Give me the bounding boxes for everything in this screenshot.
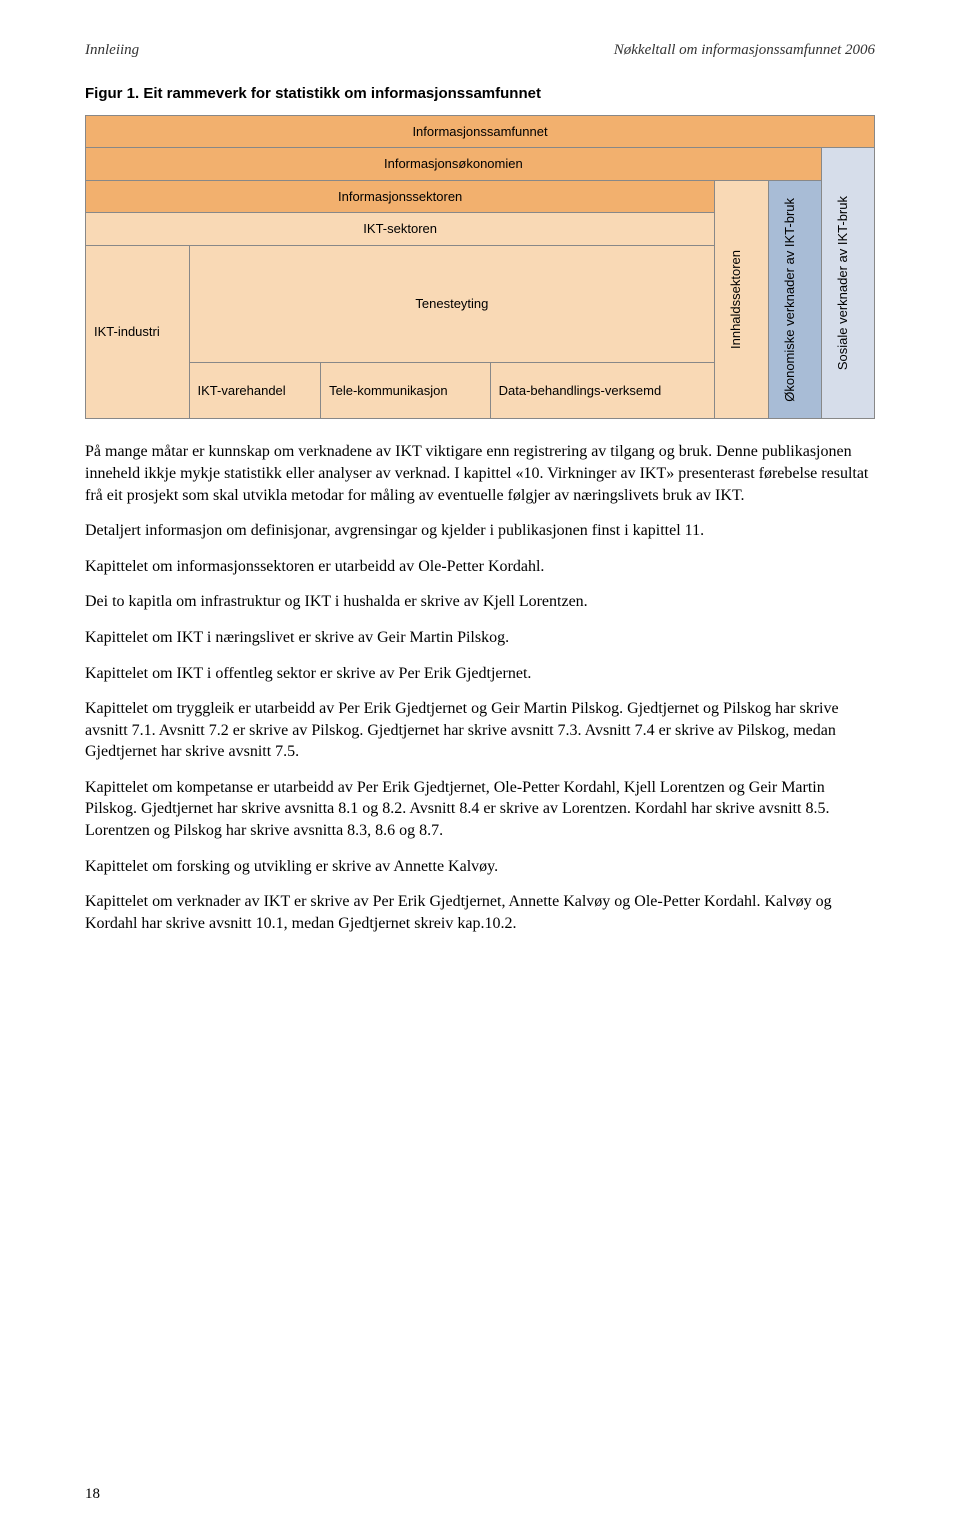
paragraph-10: Kapittelet om verknader av IKT er skrive… xyxy=(85,891,875,934)
cell-ikt-sektoren: IKT-sektoren xyxy=(86,213,715,246)
paragraph-1: På mange måtar er kunnskap om verknadene… xyxy=(85,441,875,506)
paragraph-6: Kapittelet om IKT i offentleg sektor er … xyxy=(85,663,875,685)
cell-okonomiske-verknader: Økonomiske verknader av IKT-bruk xyxy=(768,180,821,419)
cell-databehandling: Data-behandlings-verksemd xyxy=(490,363,715,419)
cell-okonomiske-verknader-label: Økonomiske verknader av IKT-bruk xyxy=(777,188,803,412)
cell-ikt-varehandel: IKT-varehandel xyxy=(189,363,321,419)
cell-innhaldssektoren-label: Innhaldssektoren xyxy=(723,209,749,389)
header-left: Innleiing xyxy=(85,40,139,60)
paragraph-7: Kapittelet om tryggleik er utarbeidd av … xyxy=(85,698,875,763)
paragraph-5: Kapittelet om IKT i næringslivet er skri… xyxy=(85,627,875,649)
cell-informasjonssamfunnet: Informasjonssamfunnet xyxy=(86,115,875,148)
cell-ikt-industri: IKT-industri xyxy=(86,245,190,419)
header-right: Nøkkeltall om informasjonssamfunnet 2006 xyxy=(614,40,875,60)
cell-sosiale-verknader: Sosiale verknader av IKT-bruk xyxy=(821,148,874,419)
cell-informasjonsokonomien: Informasjonsøkonomien xyxy=(86,148,822,181)
framework-table: Informasjonssamfunnet Informasjonsøkonom… xyxy=(85,115,875,420)
cell-informasjonssektoren: Informasjonssektoren xyxy=(86,180,715,213)
figure-title: Figur 1. Eit rammeverk for statistikk om… xyxy=(85,84,875,104)
paragraph-2: Detaljert informasjon om definisjonar, a… xyxy=(85,520,875,542)
cell-sosiale-verknader-label: Sosiale verknader av IKT-bruk xyxy=(830,186,856,380)
paragraph-9: Kapittelet om forsking og utvikling er s… xyxy=(85,856,875,878)
cell-tenesteyting: Tenesteyting xyxy=(189,245,715,363)
paragraph-8: Kapittelet om kompetanse er utarbeidd av… xyxy=(85,777,875,842)
paragraph-3: Kapittelet om informasjonssektoren er ut… xyxy=(85,556,875,578)
page-number: 18 xyxy=(85,1484,100,1504)
cell-innhaldssektoren: Innhaldssektoren xyxy=(715,180,768,419)
paragraph-4: Dei to kapitla om infrastruktur og IKT i… xyxy=(85,591,875,613)
running-header: Innleiing Nøkkeltall om informasjonssamf… xyxy=(85,40,875,60)
cell-telekom: Tele-kommunikasjon xyxy=(321,363,491,419)
